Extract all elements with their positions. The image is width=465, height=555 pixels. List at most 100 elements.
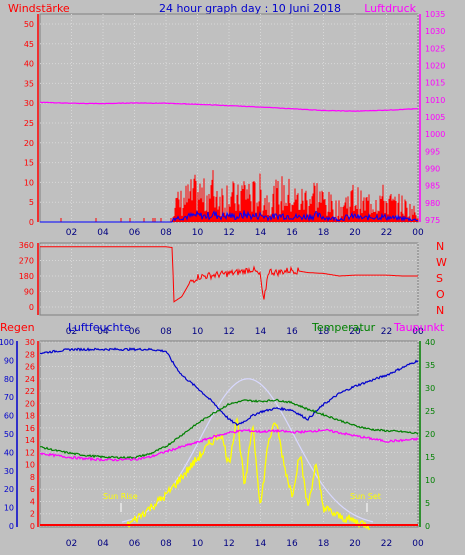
grid-lines: [40, 14, 419, 527]
temp-tick-label: 10: [425, 476, 435, 485]
humidity-line: [39, 347, 419, 427]
x-tick-label: 22: [381, 539, 392, 549]
pressure-tick-label: 1000: [425, 130, 445, 139]
dir-tick-label: 180: [19, 272, 34, 281]
x-tick-label: 06: [129, 228, 141, 238]
humidity-tick-label: 50: [4, 430, 14, 439]
pressure-tick-label: 975: [425, 216, 440, 225]
x-tick-label: 14: [255, 228, 267, 238]
wind-tick-label: 45: [24, 40, 34, 49]
humidity-tick-label: 20: [4, 485, 14, 494]
sunrise-label: Sun Rise: [103, 492, 138, 501]
wind-tick-label: 20: [24, 139, 34, 148]
humidity-title: Luftfeuchte: [68, 321, 131, 334]
wind-title: Windstärke: [8, 2, 70, 15]
humidity-tick-label: 40: [4, 448, 14, 457]
pressure-tick-label: 980: [425, 199, 440, 208]
x-tick-label: 20: [349, 539, 361, 549]
x-tick-label: 08: [160, 539, 172, 549]
rain-tick-label: 14: [25, 436, 35, 445]
dir-tick-label: 0: [29, 303, 34, 312]
x-tick-label: 00: [412, 228, 424, 238]
wind-tick-label: 5: [29, 198, 34, 207]
x-tick-label: 18: [318, 327, 330, 337]
rain-tick-label: 18: [25, 412, 35, 421]
x-tick-label: 08: [160, 327, 172, 337]
rain-tick-label: 24: [25, 375, 35, 384]
x-tick-label: 02: [66, 539, 77, 549]
humidity-tick-label: 100: [0, 338, 14, 347]
humidity-tick-label: 0: [9, 522, 14, 531]
x-tick-label: 16: [286, 228, 298, 238]
dir-tick-label: 270: [19, 257, 34, 266]
temp-tick-label: 20: [425, 430, 435, 439]
pressure-title: Luftdruck: [364, 2, 416, 15]
sunset-label: Sun Set: [350, 492, 381, 501]
humidity-tick-label: 80: [4, 375, 14, 384]
rain-tick-label: 22: [25, 387, 35, 396]
pressure-tick-label: 1010: [425, 96, 445, 105]
x-tick-label: 16: [286, 539, 298, 549]
temp-tick-label: 25: [425, 407, 435, 416]
rain-tick-label: 20: [25, 399, 35, 408]
uv-ghost-line: [121, 378, 374, 523]
temp-tick-label: 15: [425, 453, 435, 462]
x-tick-label: 18: [318, 228, 330, 238]
x-tick-label: 10: [192, 539, 204, 549]
solar-line: [126, 417, 371, 531]
x-tick-label: 06: [129, 539, 141, 549]
x-tick-label: 22: [381, 228, 392, 238]
wind-tick-label: 15: [24, 159, 34, 168]
x-tick-label: 04: [97, 327, 109, 337]
temp-tick-label: 0: [425, 522, 430, 531]
x-tick-label: 18: [318, 539, 330, 549]
pressure-tick-label: 985: [425, 182, 440, 191]
compass-o: O: [436, 288, 445, 301]
x-tick-label: 00: [412, 327, 424, 337]
pressure-tick-label: 995: [425, 147, 440, 156]
pressure-tick-label: 1015: [425, 79, 445, 88]
wind-tick-label: 50: [24, 20, 34, 29]
wind-tick-label: 25: [24, 119, 34, 128]
x-tick-label: 06: [129, 327, 141, 337]
x-tick-label: 02: [66, 327, 77, 337]
compass-n: N: [436, 304, 444, 317]
tick-labels: 0202020404040606060808081010101212121414…: [0, 10, 445, 549]
rain-title: Regen: [0, 321, 35, 334]
pressure-tick-label: 1020: [425, 62, 445, 71]
rain-tick-label: 6: [30, 485, 35, 494]
x-tick-label: 12: [223, 539, 234, 549]
rain-tick-label: 0: [30, 522, 35, 531]
humidity-tick-label: 60: [4, 412, 14, 421]
x-tick-label: 08: [160, 228, 172, 238]
dir-tick-label: 90: [24, 288, 34, 297]
x-tick-label: 00: [412, 539, 424, 549]
pressure-tick-label: 1030: [425, 27, 445, 36]
temp-tick-label: 40: [425, 338, 435, 347]
pressure-tick-label: 990: [425, 165, 440, 174]
humidity-tick-label: 70: [4, 393, 14, 402]
rain-tick-label: 10: [25, 461, 35, 470]
rain-tick-label: 26: [25, 363, 35, 372]
x-tick-label: 12: [223, 228, 234, 238]
rain-tick-label: 16: [25, 424, 35, 433]
compass-s: S: [436, 272, 443, 285]
humidity-tick-label: 90: [4, 356, 14, 365]
dir-tick-label: 360: [19, 241, 34, 250]
x-tick-label: 10: [192, 228, 204, 238]
x-tick-label: 20: [349, 228, 361, 238]
x-tick-label: 14: [255, 539, 267, 549]
humidity-tick-label: 30: [4, 467, 14, 476]
pressure-line: [39, 101, 418, 112]
temp-tick-label: 5: [425, 499, 430, 508]
temp-title: Temperatur: [311, 321, 376, 334]
x-tick-label: 02: [66, 228, 77, 238]
wind-tick-label: 30: [24, 99, 34, 108]
gust-line: [40, 209, 419, 223]
compass-w: W: [436, 256, 447, 269]
wind-tick-label: 40: [24, 60, 34, 69]
x-tick-label: 04: [97, 228, 109, 238]
sun-markers: Sun Rise Sun Set: [103, 492, 381, 512]
